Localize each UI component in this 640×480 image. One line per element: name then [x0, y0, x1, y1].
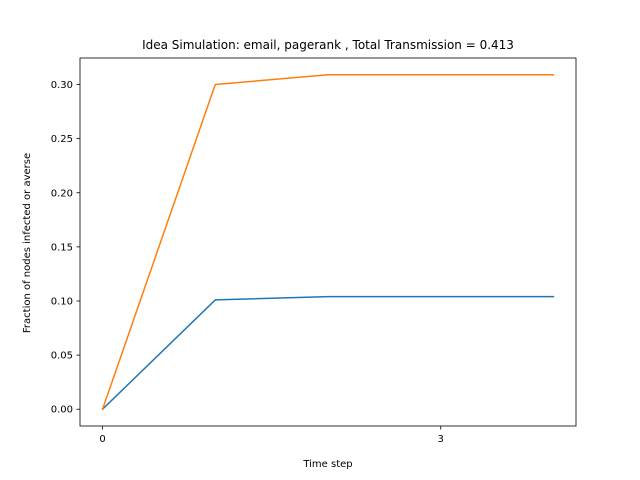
series-line-1	[101, 295, 555, 411]
y-tick-label: 0.10	[51, 296, 73, 307]
plot-marks	[101, 74, 555, 411]
y-tick-label: 0.25	[51, 134, 73, 145]
y-axis: 0.00 0.05 0.10 0.15 0.20 0.25 0.30	[51, 80, 80, 416]
chart-title: Idea Simulation: email, pagerank , Total…	[142, 38, 514, 52]
y-tick-label: 0.30	[51, 80, 73, 91]
x-tick-label: 0	[99, 434, 105, 445]
x-axis-label: Time step	[302, 459, 352, 470]
y-axis-label: Fraction of nodes infected or averse	[22, 153, 33, 333]
y-tick-label: 0.15	[51, 242, 73, 253]
plot-frame	[79, 57, 577, 427]
y-tick-label: 0.20	[51, 188, 73, 199]
x-tick-label: 3	[438, 434, 444, 445]
series-line-2	[101, 74, 555, 411]
y-tick-label: 0.00	[51, 405, 73, 416]
y-tick-label: 0.05	[51, 351, 73, 362]
